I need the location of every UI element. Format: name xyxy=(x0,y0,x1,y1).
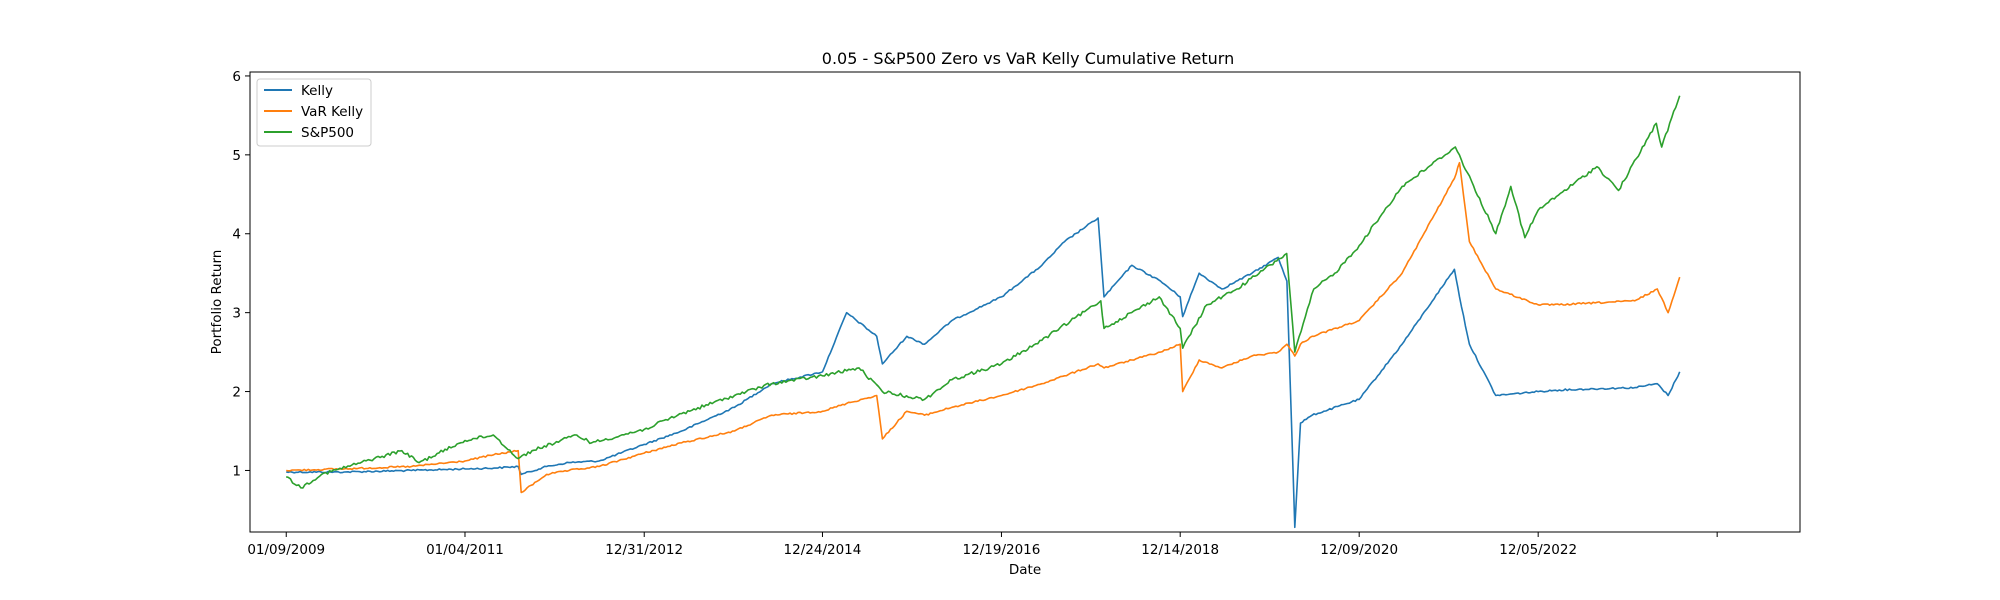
chart-title: 0.05 - S&P500 Zero vs VaR Kelly Cumulati… xyxy=(822,49,1234,68)
x-tick-label: 01/09/2009 xyxy=(247,542,325,558)
legend-box xyxy=(256,78,372,147)
y-axis-ticks: 1 2 3 4 5 6 xyxy=(232,69,250,479)
series-line-s-p500 xyxy=(285,95,1681,489)
y-tick-label: 3 xyxy=(232,306,241,322)
x-axis-label: Date xyxy=(1009,562,1041,578)
legend-label-kelly: Kelly xyxy=(301,83,333,99)
legend-label-var-kelly: VaR Kelly xyxy=(301,104,363,120)
x-tick-label: 12/31/2012 xyxy=(605,542,683,558)
y-tick-label: 1 xyxy=(232,463,241,479)
y-tick-label: 2 xyxy=(232,385,241,401)
plot-area: 01/09/2009 01/04/2011 12/31/2012 12/24/2014… xyxy=(232,69,1801,558)
series-layer xyxy=(285,95,1681,529)
y-tick-label: 5 xyxy=(232,148,241,164)
legend-label-sp500: S&P500 xyxy=(301,125,354,141)
x-axis-ticks: 01/09/2009 01/04/2011 12/31/2012 12/24/2014… xyxy=(247,532,1718,558)
legend: Kelly VaR Kelly S&P500 xyxy=(256,78,372,147)
x-tick-label: 12/24/2014 xyxy=(784,542,862,558)
y-tick-label: 6 xyxy=(232,69,241,85)
x-tick-label: 12/19/2016 xyxy=(963,542,1041,558)
y-axis-label: Portfolio Return xyxy=(209,250,225,355)
axes-frame xyxy=(249,71,1801,533)
y-tick-label: 4 xyxy=(232,227,241,243)
x-tick-label: 12/05/2022 xyxy=(1499,542,1577,558)
x-tick-label: 12/14/2018 xyxy=(1141,542,1219,558)
x-tick-label: 01/04/2011 xyxy=(426,542,504,558)
x-tick-label: 12/09/2020 xyxy=(1320,542,1398,558)
